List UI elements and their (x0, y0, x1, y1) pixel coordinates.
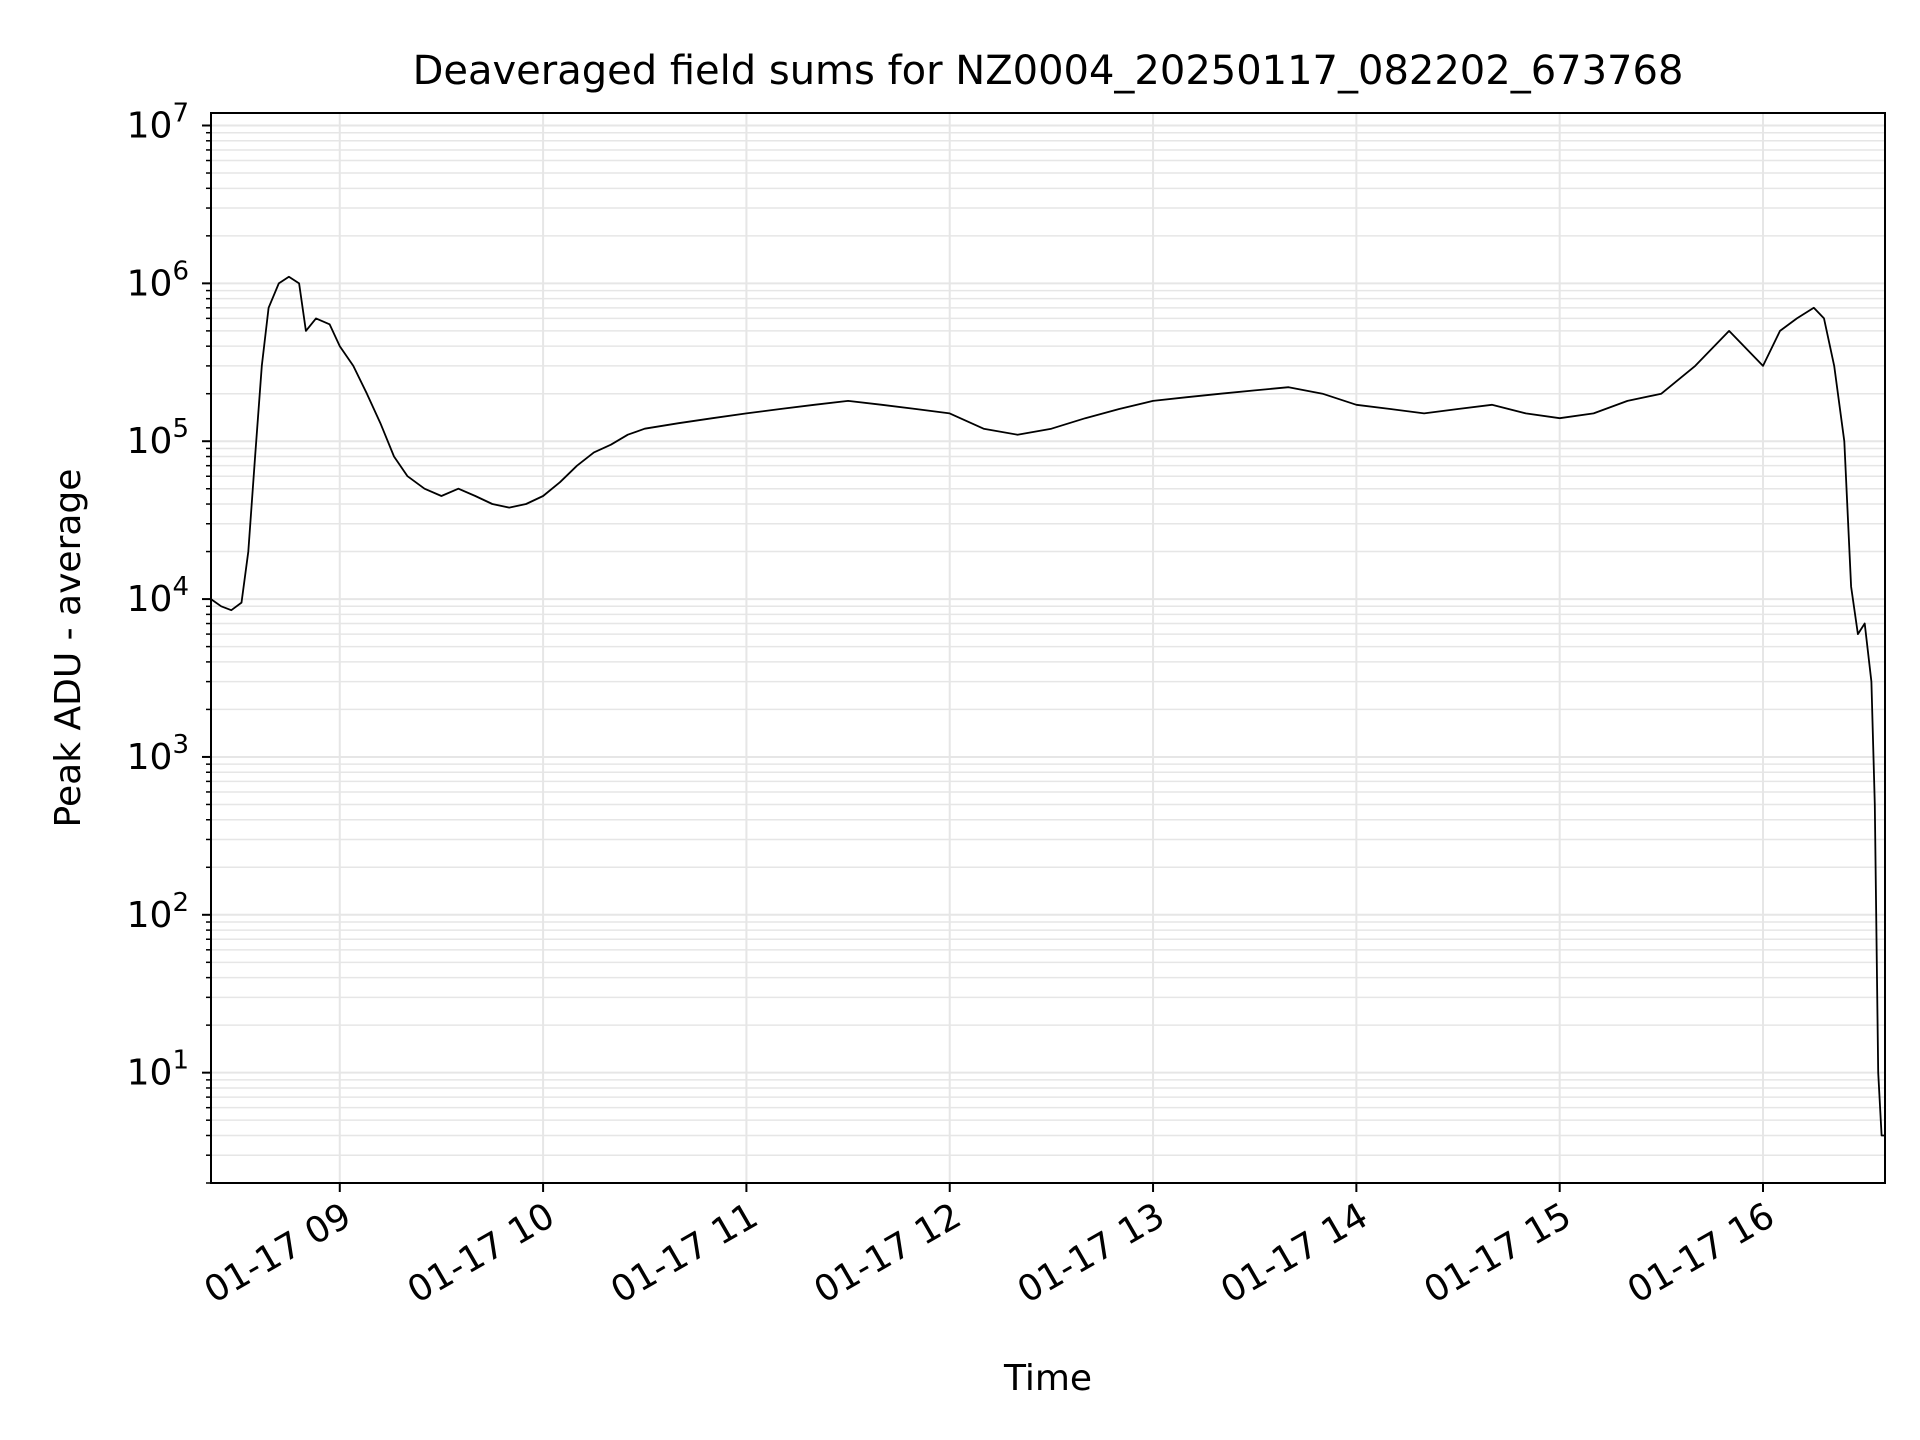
y-tick-exponent: 6 (172, 256, 189, 286)
y-tick-base: 10 (127, 421, 173, 462)
y-tick-base: 10 (127, 263, 173, 304)
y-tick-label: 105 (127, 414, 189, 462)
chart-title: Deaveraged field sums for NZ0004_2025011… (413, 48, 1684, 94)
y-tick-exponent: 3 (172, 730, 189, 760)
y-tick-base: 10 (127, 737, 173, 778)
y-tick-exponent: 4 (172, 572, 189, 602)
y-tick-base: 10 (127, 105, 173, 146)
y-tick-base: 10 (127, 895, 173, 936)
y-tick-label: 106 (127, 256, 189, 304)
y-tick-label: 107 (127, 98, 189, 146)
y-tick-label: 103 (127, 730, 189, 778)
series-line (211, 275, 1885, 1137)
y-tick-label: 104 (127, 572, 189, 620)
y-tick-base: 10 (127, 579, 173, 620)
y-tick-exponent: 7 (172, 98, 189, 128)
plot-area (211, 275, 1885, 1137)
grid (211, 113, 1885, 1184)
y-axis-label: Peak ADU - average (48, 469, 89, 828)
y-tick-exponent: 1 (172, 1046, 189, 1076)
axes-frame (210, 112, 1886, 1184)
y-tick-label: 101 (127, 1046, 189, 1094)
y-tick-exponent: 5 (172, 414, 189, 444)
y-tick-exponent: 2 (172, 888, 189, 918)
y-tick-base: 10 (127, 1053, 173, 1094)
y-tick-label: 102 (127, 888, 189, 936)
x-axis-label: Time (1003, 1358, 1092, 1399)
